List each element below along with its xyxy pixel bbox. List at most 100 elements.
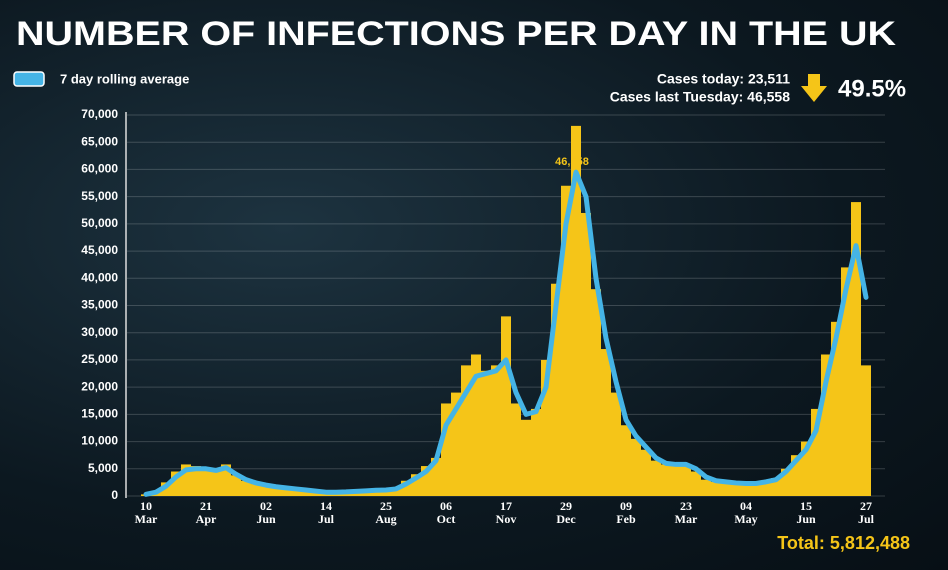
y-tick-label: 65,000 [81, 134, 118, 148]
daily-bar [411, 474, 421, 496]
daily-bar [631, 438, 641, 496]
daily-bar [421, 466, 431, 496]
x-tick-label: 27 Jul [857, 499, 874, 526]
daily-bar [831, 321, 841, 496]
daily-bar [491, 365, 501, 496]
daily-bar [471, 354, 481, 496]
x-tick-label: 14 Jul [317, 499, 334, 526]
y-tick-label: 25,000 [81, 352, 118, 366]
daily-bar [581, 212, 591, 496]
daily-bar [221, 464, 231, 496]
daily-bar [561, 185, 571, 496]
daily-bar [401, 480, 411, 496]
daily-bar [621, 425, 631, 496]
rolling-average-line [143, 169, 869, 497]
daily-bar [231, 475, 241, 496]
daily-bar [261, 486, 271, 496]
daily-bar [381, 489, 391, 496]
daily-bar [311, 491, 321, 496]
y-tick-label: 15,000 [81, 407, 118, 421]
daily-bar [591, 289, 601, 496]
daily-bar [391, 487, 401, 496]
chart-title: NUMBER OF INFECTIONS PER DAY IN THE UK [16, 15, 897, 53]
daily-bar [211, 471, 221, 496]
daily-bar [791, 455, 801, 496]
daily-bar [781, 468, 791, 496]
down-arrow [801, 74, 827, 102]
y-tick-label: 20,000 [81, 379, 118, 393]
daily-bar [551, 283, 561, 496]
stat-last-week: Cases last Tuesday: 46,558 [610, 89, 791, 105]
y-tick-label: 30,000 [81, 325, 118, 339]
daily-bar [641, 449, 651, 496]
x-tick-label: 21 Apr [195, 499, 217, 526]
daily-bar [771, 478, 781, 496]
y-tick-label: 35,000 [81, 298, 118, 312]
legend-swatch [13, 71, 45, 87]
daily-bar [721, 482, 731, 496]
y-tick-label: 55,000 [81, 189, 118, 203]
daily-bar [271, 487, 281, 496]
y-tick-label: 70,000 [81, 107, 118, 121]
daily-bar [731, 484, 741, 496]
y-tick-label: 45,000 [81, 243, 118, 257]
daily-bar [741, 484, 751, 496]
daily-bar [651, 460, 661, 496]
daily-bar [501, 316, 511, 496]
daily-bar [811, 408, 821, 496]
daily-bar [531, 408, 541, 496]
daily-bar [161, 482, 171, 496]
daily-bar [751, 483, 761, 496]
x-tick-label: 04 May [734, 499, 758, 526]
daily-bar [861, 365, 871, 496]
daily-bar [461, 365, 471, 496]
x-tick-label: 10 Mar [134, 499, 158, 526]
daily-bar [241, 480, 251, 496]
peak-annotation: 46,558 [555, 156, 589, 168]
daily-bar [851, 202, 861, 497]
daily-bar [801, 441, 811, 496]
x-tick-label: 25 Aug [375, 499, 397, 526]
daily-bar [681, 465, 691, 496]
daily-bar [291, 489, 301, 496]
y-tick-label: 5,000 [88, 461, 118, 475]
daily-bar [441, 403, 451, 496]
x-tick-label: 29 Dec [556, 499, 576, 526]
daily-bar [371, 490, 381, 496]
daily-bar [521, 419, 531, 496]
daily-bar [281, 488, 291, 496]
daily-bar [571, 125, 581, 496]
daily-bar [761, 480, 771, 496]
daily-bar [701, 479, 711, 496]
y-tick-label: 10,000 [81, 434, 118, 448]
daily-bar [841, 267, 851, 496]
daily-bar [451, 392, 461, 496]
x-tick-label: 02 Jun [256, 499, 276, 526]
daily-bar [541, 359, 551, 496]
daily-bar [181, 464, 191, 496]
daily-bar [511, 403, 521, 496]
y-tick-label: 0 [111, 488, 118, 502]
daily-bar [251, 484, 261, 496]
daily-bar [711, 481, 721, 496]
x-tick-label: 23 Mar [674, 499, 698, 526]
daily-bar [191, 466, 201, 496]
daily-bar [201, 467, 211, 496]
daily-bar [661, 464, 671, 496]
x-tick-label: 17 Nov [495, 499, 517, 526]
legend-label: 7 day rolling average [60, 71, 189, 86]
x-tick-label: 06 Oct [436, 499, 456, 526]
daily-bar [171, 471, 181, 496]
daily-bar [671, 466, 681, 496]
y-tick-label: 40,000 [81, 270, 118, 284]
daily-bar [431, 457, 441, 496]
x-tick-label: 09 Feb [616, 499, 636, 526]
daily-bar [821, 354, 831, 496]
daily-bar [611, 392, 621, 496]
stat-today: Cases today: 23,511 [657, 71, 790, 87]
y-tick-label: 50,000 [81, 216, 118, 230]
total: Total: 5,812,488 [777, 533, 910, 553]
daily-bar [601, 349, 611, 496]
